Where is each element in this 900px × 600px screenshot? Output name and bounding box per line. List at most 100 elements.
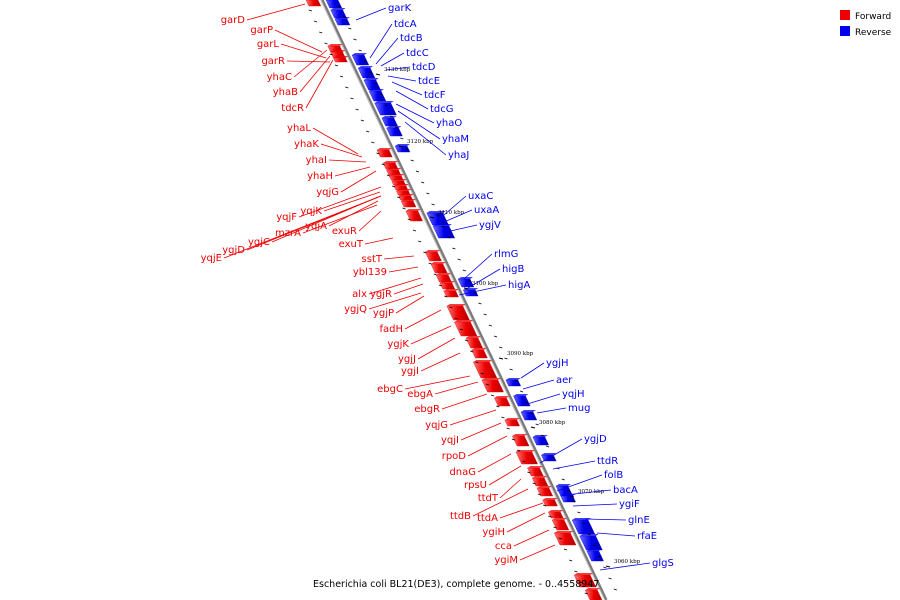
- reverse-gene-tdcd: tdcD: [385, 62, 436, 73]
- minor-tick: [496, 405, 500, 408]
- svg-text:ygjI: ygjI: [401, 366, 419, 377]
- minor-tick: [426, 192, 430, 195]
- reverse-gene-glgs: glgS: [599, 558, 674, 571]
- forward-gene-ttdt: ttdT: [478, 478, 522, 504]
- reverse-gene-tdce: tdcE: [387, 75, 440, 87]
- forward-gene-block: [494, 396, 511, 407]
- minor-tick: [535, 423, 539, 426]
- kbp-tick: [530, 426, 536, 429]
- svg-text:yhaC: yhaC: [267, 72, 292, 83]
- forward-gene-block: [376, 148, 393, 158]
- minor-tick: [613, 588, 617, 591]
- reverse-gene-block: [363, 78, 381, 91]
- forward-gene-block: [386, 168, 402, 176]
- minor-tick: [493, 335, 498, 338]
- reverse-gene-block: [571, 518, 596, 535]
- reverse-gene-block: [334, 17, 351, 26]
- svg-text:ygjQ: ygjQ: [344, 304, 367, 315]
- svg-text:ygiF: ygiF: [619, 499, 640, 510]
- minor-tick: [582, 522, 586, 525]
- minor-tick: [358, 49, 362, 52]
- minor-tick: [324, 42, 328, 45]
- minor-tick: [485, 383, 490, 386]
- forward-gene-block: [424, 250, 442, 262]
- forward-gene-block: [443, 289, 459, 298]
- forward-gene-ttda: ttdA: [477, 502, 544, 524]
- kbp-tick: [569, 495, 575, 498]
- forward-gene-block: [515, 450, 538, 465]
- svg-text:ygiM: ygiM: [494, 555, 518, 566]
- forward-gene-ygim: ygiM: [494, 544, 556, 566]
- reverse-gene-ygjh: ygjH: [520, 358, 569, 379]
- reverse-gene-aer: aer: [522, 375, 573, 390]
- minor-tick: [569, 559, 573, 562]
- reverse-gene-block: [351, 53, 370, 66]
- minor-tick: [374, 82, 378, 85]
- svg-text:yqjG: yqjG: [425, 420, 448, 431]
- svg-text:ygjV: ygjV: [479, 220, 501, 231]
- forward-gene-block: [400, 199, 417, 208]
- minor-tick: [459, 328, 463, 331]
- svg-text:exuT: exuT: [339, 239, 364, 250]
- forward-gene-exur: exuR: [332, 210, 382, 237]
- reverse-gene-yqjh: yqjH: [523, 389, 585, 406]
- reverse-gene-glne: glnE: [584, 515, 650, 526]
- svg-text:tdcG: tdcG: [430, 104, 454, 115]
- minor-tick: [334, 64, 339, 67]
- svg-text:ttdT: ttdT: [478, 493, 499, 504]
- minor-tick: [467, 280, 472, 283]
- minor-tick: [478, 302, 482, 305]
- svg-text:uxaC: uxaC: [468, 191, 493, 202]
- minor-tick: [392, 185, 396, 188]
- minor-tick: [355, 108, 359, 111]
- kbp-tick-label: 3130 kbp: [384, 67, 411, 73]
- forward-gene-yhai: yhaI: [306, 155, 367, 166]
- forward-gene-block: [573, 573, 597, 588]
- minor-tick: [530, 412, 534, 415]
- minor-tick: [438, 284, 443, 287]
- svg-text:dnaG: dnaG: [449, 467, 476, 478]
- reverse-gene-block: [579, 534, 603, 551]
- minor-tick: [577, 511, 581, 514]
- kbp-tick: [498, 357, 504, 360]
- minor-tick: [522, 460, 526, 463]
- svg-text:yqjG: yqjG: [316, 187, 339, 198]
- minor-tick: [400, 137, 404, 140]
- minor-tick: [371, 141, 375, 144]
- kbp-tick-label: 3080 kbp: [539, 420, 566, 426]
- legend-forward-label: Forward: [855, 12, 891, 22]
- reverse-gene-uxac: uxaC: [436, 191, 493, 222]
- minor-tick: [376, 152, 380, 155]
- kbp-tick-label: 3100 kbp: [472, 281, 499, 287]
- minor-tick: [509, 368, 513, 371]
- minor-tick: [381, 163, 385, 166]
- forward-gene-ebga: ebgA: [407, 381, 479, 400]
- reverse-gene-tdcb: tdcB: [375, 33, 423, 65]
- reverse-gene-block: [541, 453, 557, 462]
- svg-text:yhaB: yhaB: [273, 87, 298, 98]
- backbone-highlight: [320, 0, 606, 600]
- svg-text:tdcF: tdcF: [424, 90, 446, 101]
- svg-text:yhaI: yhaI: [306, 155, 327, 166]
- reverse-gene-block: [555, 484, 574, 497]
- reverse-gene-rlmg: rlmG: [463, 249, 518, 280]
- svg-text:ygjD: ygjD: [584, 434, 607, 445]
- svg-text:ygjD: ygjD: [222, 245, 245, 256]
- forward-gene-block: [512, 434, 530, 447]
- minor-tick: [436, 214, 440, 217]
- kbp-tick: [429, 216, 435, 219]
- minor-tick: [584, 592, 588, 595]
- minor-tick: [313, 20, 318, 23]
- svg-text:glgS: glgS: [652, 558, 674, 569]
- forward-gene-block: [305, 0, 322, 7]
- reverse-gene-block: [462, 288, 479, 297]
- forward-gene-ybl139: ybl139: [353, 266, 419, 278]
- minor-tick: [410, 159, 414, 162]
- svg-text:garP: garP: [250, 25, 273, 36]
- minor-tick: [363, 60, 368, 63]
- forward-gene-block: [542, 498, 558, 507]
- reverse-gene-block: [532, 435, 549, 446]
- minor-tick: [337, 5, 341, 8]
- forward-gene-ygjk: ygjK: [387, 325, 452, 350]
- minor-tick: [431, 203, 435, 206]
